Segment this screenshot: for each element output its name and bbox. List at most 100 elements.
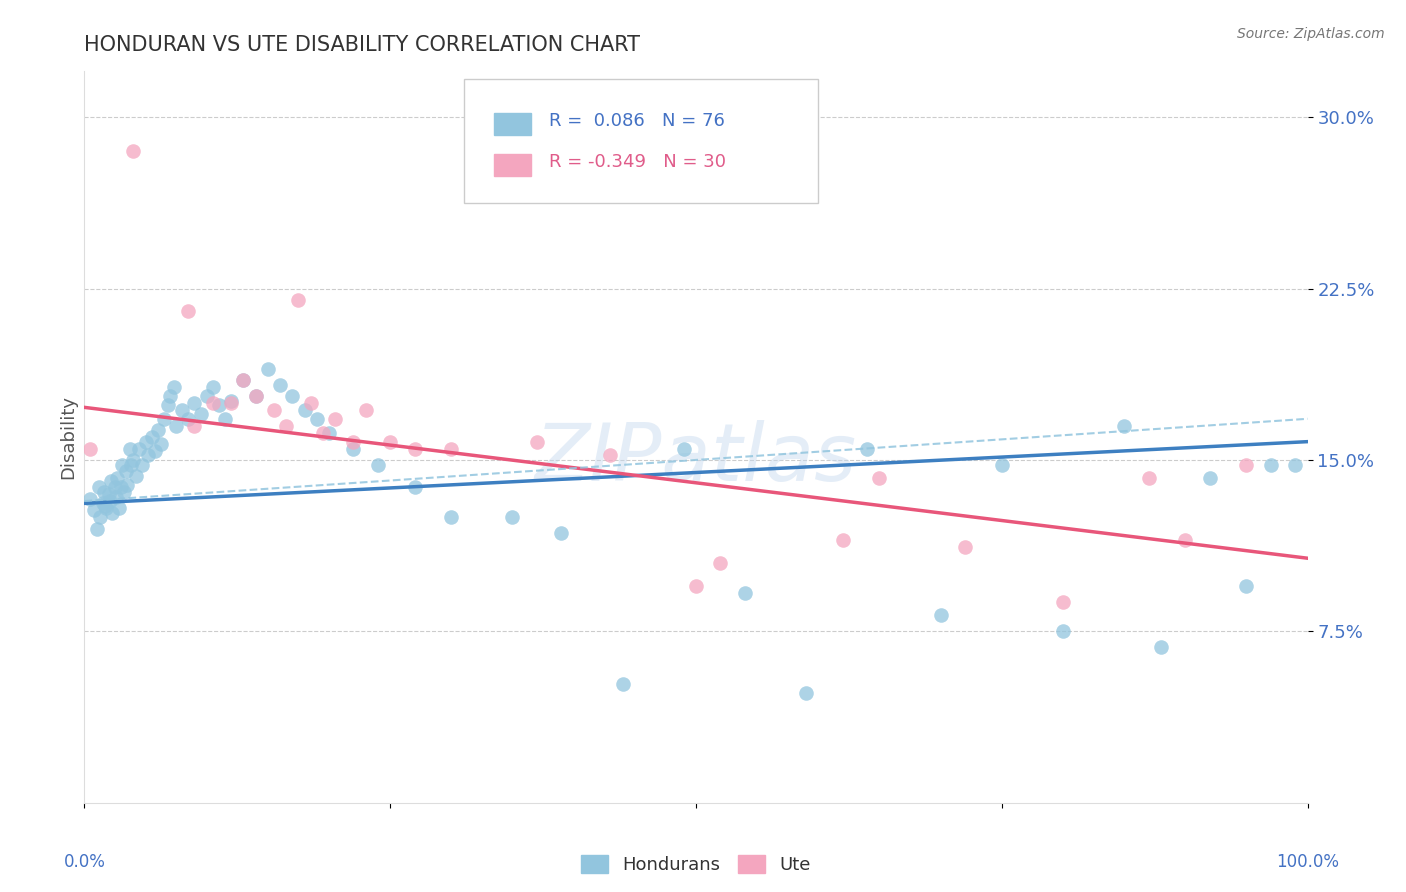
Point: [354, 402, 377, 417]
Point: [440, 510, 463, 524]
Point: [120, 458, 142, 472]
Point: [953, 540, 976, 554]
Point: [111, 458, 134, 472]
Point: [323, 412, 346, 426]
Point: [1236, 579, 1258, 593]
Point: [269, 377, 291, 392]
Text: 100.0%: 100.0%: [1277, 853, 1339, 871]
Text: ZIPatlas: ZIPatlas: [534, 420, 858, 498]
Point: [104, 480, 127, 494]
Point: [367, 458, 389, 472]
Point: [177, 412, 200, 426]
Point: [599, 449, 621, 463]
Point: [294, 402, 316, 417]
Y-axis label: Disability: Disability: [59, 395, 77, 479]
Point: [342, 434, 364, 449]
Text: R = -0.349   N = 30: R = -0.349 N = 30: [550, 153, 725, 170]
Point: [98, 494, 121, 508]
Point: [156, 398, 179, 412]
Point: [96, 500, 118, 515]
Point: [685, 579, 707, 593]
Point: [115, 478, 138, 492]
Point: [1052, 595, 1074, 609]
Point: [232, 373, 254, 387]
Point: [122, 453, 145, 467]
Point: [856, 442, 879, 456]
Point: [97, 487, 120, 501]
Point: [141, 430, 163, 444]
Point: [287, 293, 309, 307]
Point: [380, 434, 402, 449]
Point: [232, 373, 254, 387]
Point: [1174, 533, 1197, 547]
Point: [86, 521, 108, 535]
Point: [929, 608, 952, 623]
Point: [1236, 458, 1258, 472]
Text: HONDURAN VS UTE DISABILITY CORRELATION CHART: HONDURAN VS UTE DISABILITY CORRELATION C…: [84, 35, 640, 54]
Point: [128, 442, 150, 456]
Point: [201, 396, 224, 410]
Point: [131, 458, 153, 472]
Point: [112, 485, 135, 500]
Point: [281, 389, 304, 403]
Point: [190, 407, 212, 421]
Point: [1150, 640, 1173, 655]
Point: [305, 412, 328, 426]
Point: [404, 480, 426, 494]
Point: [831, 533, 853, 547]
Point: [118, 442, 141, 456]
Point: [612, 677, 634, 691]
Point: [107, 500, 129, 515]
Point: [159, 389, 181, 403]
Point: [122, 145, 145, 159]
Point: [214, 412, 236, 426]
Point: [709, 556, 731, 570]
Point: [1260, 458, 1282, 472]
Point: [183, 418, 205, 433]
Point: [1284, 458, 1306, 472]
Point: [299, 396, 322, 410]
Point: [177, 304, 200, 318]
Point: [526, 434, 548, 449]
Point: [201, 380, 224, 394]
Point: [1137, 471, 1160, 485]
Point: [550, 526, 572, 541]
FancyBboxPatch shape: [464, 78, 818, 203]
Point: [440, 442, 463, 456]
Point: [165, 418, 187, 433]
Point: [312, 425, 335, 440]
Point: [87, 480, 110, 494]
Point: [208, 398, 231, 412]
Point: [89, 510, 111, 524]
Point: [219, 396, 242, 410]
Point: [276, 418, 298, 433]
Point: [150, 437, 173, 451]
Point: [318, 425, 340, 440]
Point: [146, 423, 169, 437]
Point: [135, 434, 157, 449]
Point: [672, 442, 695, 456]
Point: [79, 491, 101, 506]
Point: [110, 480, 132, 494]
Point: [93, 485, 115, 500]
Point: [136, 449, 159, 463]
Text: 0.0%: 0.0%: [63, 853, 105, 871]
FancyBboxPatch shape: [494, 113, 531, 136]
Point: [245, 389, 267, 403]
Point: [83, 503, 105, 517]
FancyBboxPatch shape: [494, 154, 531, 176]
Point: [195, 389, 218, 403]
Point: [991, 458, 1014, 472]
Point: [101, 506, 124, 520]
Point: [257, 361, 280, 376]
Point: [125, 469, 148, 483]
Point: [1114, 418, 1136, 433]
Point: [1198, 471, 1220, 485]
Point: [163, 380, 186, 394]
Point: [91, 496, 114, 510]
Point: [794, 686, 817, 700]
Point: [94, 499, 117, 513]
Point: [263, 402, 285, 417]
Point: [245, 389, 267, 403]
Point: [183, 396, 205, 410]
